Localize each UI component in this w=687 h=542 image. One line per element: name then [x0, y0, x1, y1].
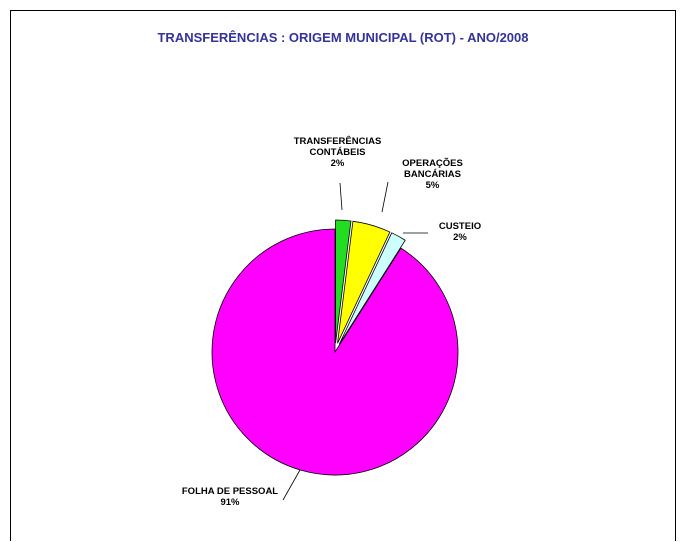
category-label: TRANSFERÊNCIAS CONTÁBEIS	[293, 136, 382, 158]
category-label: CUSTEIO	[438, 221, 482, 232]
category-label: OPERAÇÕES BANCÁRIAS	[402, 158, 463, 180]
leader-line	[339, 182, 343, 211]
category-label: FOLHA DE PESSOAL	[181, 486, 279, 497]
leader-line	[282, 469, 301, 501]
value-label: 91%	[220, 497, 240, 508]
slice-label: FOLHA DE PESSOAL 91%	[160, 486, 300, 508]
pie-slice	[211, 228, 459, 476]
slice-label: TRANSFERÊNCIAS CONTÁBEIS 2%	[285, 136, 390, 169]
pie-slice	[337, 220, 391, 344]
value-label: 5%	[425, 180, 440, 191]
chart-title: TRANSFERÊNCIAS : ORIGEM MUNICIPAL (ROT) …	[157, 30, 529, 45]
leader-line	[381, 181, 389, 213]
pie-slice	[335, 219, 352, 344]
chart-frame	[10, 10, 676, 541]
pie-slice	[338, 232, 406, 345]
slice-label: OPERAÇÕES BANCÁRIAS 5%	[390, 158, 475, 191]
value-label: 2%	[453, 232, 467, 243]
value-label: 2%	[330, 158, 345, 169]
slice-label: CUSTEIO 2%	[425, 221, 495, 243]
